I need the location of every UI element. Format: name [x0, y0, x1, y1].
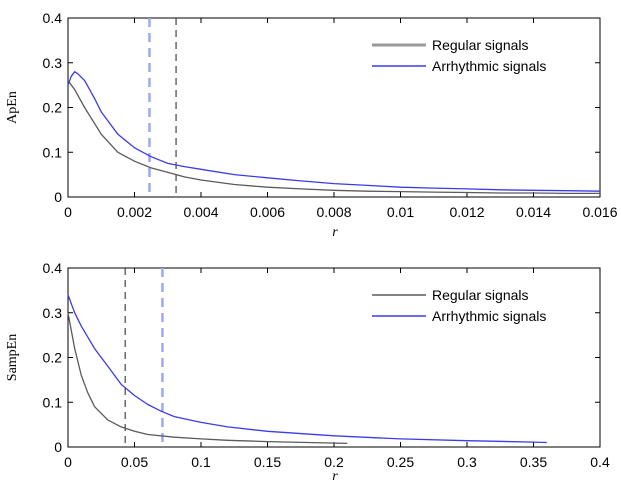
y-tick-label: 0 — [54, 189, 62, 205]
y-tick-label: 0 — [54, 439, 62, 455]
x-tick-label: 0.016 — [582, 204, 617, 220]
y-axis-label: SampEn — [5, 334, 20, 381]
x-axis-label: r — [332, 225, 338, 240]
x-tick-label: 0.2 — [324, 454, 344, 470]
x-tick-label: 0.1 — [191, 454, 211, 470]
chart-panel-1: 0 0.002 0.004 0.006 0.008 0.01 0.012 0.014 0.016… — [5, 10, 618, 240]
x-tick-label: 0.012 — [449, 204, 484, 220]
y-tick-label: 0.4 — [43, 10, 63, 26]
x-tick-label: 0.014 — [516, 204, 551, 220]
y-tick-label: 0.1 — [43, 394, 63, 410]
chart-panel-2: 0 0.05 0.1 0.15 0.2 0.25 0.3 0.35 0.4 0 0.1 0.2 0.3 0… — [5, 260, 610, 484]
legend-label: Arrhythmic signals — [432, 58, 546, 74]
x-tick-label: 0 — [64, 204, 72, 220]
y-tick-label: 0.4 — [43, 260, 63, 276]
x-tick-label: 0.006 — [250, 204, 285, 220]
legend-label: Regular signals — [432, 287, 529, 303]
y-tick-label: 0.2 — [43, 350, 63, 366]
x-tick-label: 0.25 — [387, 454, 414, 470]
legend-label: Regular signals — [432, 37, 529, 53]
legend-label: Arrhythmic signals — [432, 308, 546, 324]
x-tick-label: 0.002 — [117, 204, 152, 220]
y-tick-label: 0.1 — [43, 144, 63, 160]
y-tick-label: 0.2 — [43, 100, 63, 116]
series-line-regular — [67, 312, 348, 445]
x-tick-label: 0.3 — [457, 454, 477, 470]
y-axis-label: ApEn — [5, 91, 20, 124]
x-tick-label: 0.01 — [387, 204, 414, 220]
x-tick-label: 0 — [64, 454, 72, 470]
x-tick-label: 0.4 — [590, 454, 610, 470]
x-tick-label: 0.15 — [254, 454, 281, 470]
series-line-arrhythmic — [67, 294, 547, 444]
series-line-regular — [67, 80, 600, 195]
series-line-arrhythmic — [67, 71, 601, 192]
y-tick-label: 0.3 — [43, 305, 63, 321]
x-tick-label: 0.008 — [316, 204, 351, 220]
x-axis-label: r — [332, 469, 338, 484]
y-tick-label: 0.3 — [43, 55, 63, 71]
x-tick-label: 0.35 — [520, 454, 547, 470]
x-tick-label: 0.004 — [183, 204, 218, 220]
x-tick-label: 0.05 — [121, 454, 148, 470]
